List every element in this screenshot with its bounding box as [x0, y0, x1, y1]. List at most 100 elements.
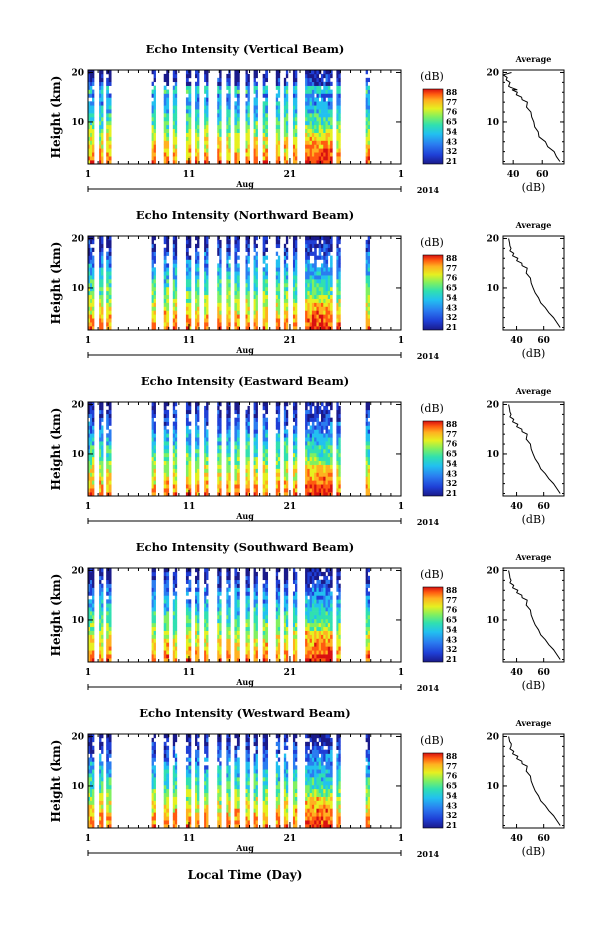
- heatmap-cell: [292, 117, 296, 122]
- heatmap-cell: [219, 247, 222, 252]
- heatmap-cell: [197, 255, 200, 260]
- heatmap-cell: [325, 468, 329, 473]
- heatmap-cell: [174, 140, 178, 145]
- heatmap-cell: [283, 152, 287, 157]
- heatmap-cell: [253, 405, 256, 411]
- heatmap-cell: [245, 449, 248, 454]
- average-frame: [502, 235, 565, 331]
- heatmap-cell: [228, 488, 231, 493]
- heatmap-cell: [367, 140, 370, 145]
- heatmap-cell: [185, 77, 189, 83]
- heatmap-cell: [275, 460, 279, 465]
- heatmap-cell: [92, 421, 95, 426]
- heatmap-cell: [234, 160, 238, 165]
- heatmap-cell: [285, 144, 289, 149]
- heatmap-cell: [90, 302, 93, 307]
- heatmap-cell: [294, 271, 298, 276]
- heatmap-cell: [108, 318, 112, 323]
- heatmap-cell: [204, 622, 207, 628]
- heatmap-cell: [265, 611, 269, 616]
- heatmap-cell: [314, 405, 317, 411]
- heatmap-cell: [265, 658, 269, 663]
- heatmap-cell: [262, 140, 266, 145]
- heatmap-cell: [172, 283, 176, 288]
- heatmap-cell: [236, 70, 240, 75]
- heatmap-cell: [327, 109, 331, 114]
- heatmap-cell: [309, 247, 313, 252]
- heatmap-cell: [283, 618, 287, 624]
- heatmap-cell: [234, 283, 238, 288]
- heatmap-cell: [262, 583, 266, 588]
- heatmap-cell: [277, 302, 281, 307]
- heatmap-cell: [311, 239, 315, 245]
- heatmap-cell: [101, 144, 104, 149]
- heatmap-cell: [325, 120, 329, 126]
- heatmap-cell: [262, 279, 266, 284]
- heatmap-cell: [318, 460, 322, 465]
- heatmap-cell: [283, 638, 287, 643]
- heatmap-cell: [305, 492, 308, 497]
- heatmap-cell: [90, 456, 93, 462]
- heatmap-cell: [108, 484, 112, 489]
- heatmap-cell: [262, 618, 266, 624]
- heatmap-cell: [309, 326, 313, 331]
- heatmap-cell: [338, 144, 341, 149]
- heatmap-cell: [275, 630, 279, 635]
- heatmap-cell: [217, 409, 220, 415]
- heatmap-cell: [314, 77, 317, 83]
- heatmap-cell: [174, 591, 178, 596]
- heatmap-cell: [283, 492, 287, 497]
- heatmap-cell: [285, 279, 289, 284]
- heatmap-cell: [314, 117, 317, 122]
- heatmap-cell: [174, 243, 178, 249]
- heatmap-cell: [283, 611, 287, 616]
- heatmap-cell: [195, 85, 198, 90]
- heatmap-cell: [294, 70, 298, 75]
- heatmap-cell: [265, 607, 269, 612]
- heatmap-cell: [206, 279, 209, 284]
- heatmap-cell: [92, 429, 95, 434]
- heatmap-cell: [92, 413, 95, 418]
- heatmap-cell: [311, 314, 315, 319]
- heatmap-cell: [262, 275, 266, 280]
- heatmap-cell: [106, 77, 109, 83]
- heatmap-cell: [99, 70, 102, 75]
- heatmap-cell: [101, 263, 104, 268]
- heatmap-cell: [316, 306, 320, 311]
- heatmap-cell: [314, 160, 317, 165]
- heatmap-cell: [99, 492, 102, 497]
- heatmap-cell: [325, 236, 329, 241]
- heatmap-cell: [88, 322, 91, 327]
- heatmap-cell: [330, 105, 333, 110]
- avg-y-tick-label: 20: [486, 68, 499, 78]
- heatmap-cell: [226, 626, 229, 631]
- heatmap-cell: [307, 156, 310, 161]
- heatmap-cell: [311, 452, 315, 458]
- heatmap-cell: [316, 93, 320, 98]
- heatmap-cell: [275, 476, 279, 481]
- heatmap-cell: [174, 599, 178, 604]
- heatmap-cell: [197, 318, 200, 323]
- heatmap-cell: [226, 271, 229, 276]
- heatmap-cell: [219, 326, 222, 331]
- heatmap-cell: [283, 658, 287, 663]
- average-profile-line: [502, 72, 561, 162]
- heatmap-cell: [285, 575, 289, 581]
- heatmap-cell: [327, 275, 331, 280]
- heatmap-cell: [325, 251, 329, 256]
- heatmap-cell: [197, 492, 200, 497]
- heatmap-cell: [163, 283, 167, 288]
- heatmap-cell: [166, 630, 170, 635]
- heatmap-cell: [262, 571, 266, 577]
- heatmap-cell: [262, 429, 266, 434]
- heatmap-cell: [305, 437, 308, 442]
- heatmap-cell: [285, 634, 289, 639]
- heatmap-cell: [283, 113, 287, 118]
- heatmap-cell: [307, 132, 310, 137]
- heatmap-cell: [275, 271, 279, 276]
- heatmap-cell: [325, 405, 329, 411]
- heatmap-cell: [309, 93, 313, 98]
- heatmap-cell: [367, 132, 370, 137]
- heatmap-cell: [365, 255, 368, 260]
- heatmap-cell: [255, 488, 258, 493]
